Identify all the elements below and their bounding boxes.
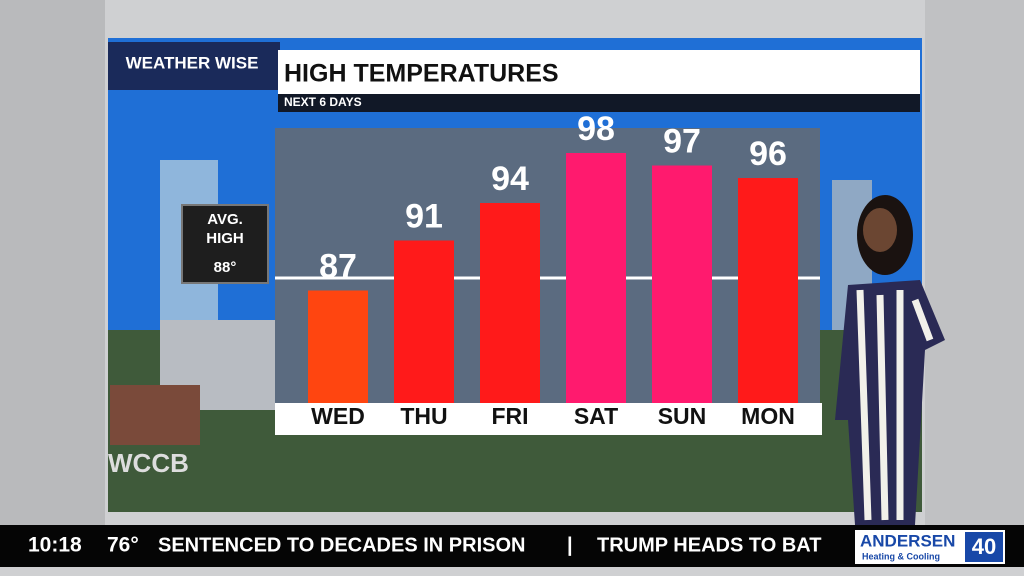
x-tick-label: SAT <box>574 403 618 429</box>
bar <box>394 240 454 403</box>
subtitle-bar <box>278 94 920 112</box>
x-tick-label: SUN <box>658 403 707 429</box>
ticker-temp: 76° <box>107 534 139 557</box>
x-tick-label: WED <box>311 403 365 429</box>
chart-title: HIGH TEMPERATURES <box>284 60 559 88</box>
x-tick-label: FRI <box>491 403 528 429</box>
x-tick-label: THU <box>400 403 447 429</box>
avg-label: AVG. HIGH <box>206 211 244 247</box>
wall-panel <box>0 0 105 525</box>
value-label: 97 <box>663 122 701 160</box>
value-label: 98 <box>577 110 615 148</box>
avg-value: 88° <box>214 259 237 276</box>
badge-bg <box>965 532 1003 562</box>
ticker-bar <box>0 525 1024 567</box>
chart-subtitle: NEXT 6 DAYS <box>284 95 362 109</box>
bar <box>738 178 798 403</box>
logo-bg <box>108 42 280 90</box>
wall-panel <box>925 0 1024 525</box>
headline: TRUMP HEADS TO BAT <box>597 534 821 556</box>
sponsor-sub: Heating & Cooling <box>862 551 940 561</box>
building <box>110 385 200 445</box>
value-label: 94 <box>491 160 529 198</box>
x-tick-label: MON <box>741 403 795 429</box>
value-label: 91 <box>405 197 443 235</box>
title-bar <box>278 50 920 94</box>
plot: 87 WED 91 THU 94 FRI 98 SAT 97 SUN 96 MON <box>275 110 820 429</box>
station-logo: WCCB <box>108 448 189 478</box>
bar <box>566 153 626 403</box>
ticker-time: 10:18 <box>28 534 82 557</box>
bar <box>652 165 712 403</box>
separator: | <box>567 534 573 556</box>
headline: SENTENCED TO DECADES IN PRISON <box>158 534 525 556</box>
avg-label-box: AVG. HIGH <box>206 211 244 247</box>
bar <box>480 203 540 403</box>
sponsor-badge: 40 <box>972 534 996 559</box>
avg-box <box>181 204 269 284</box>
value-label: 87 <box>319 247 357 285</box>
presenter <box>835 195 945 525</box>
show-logo: WEATHER WISE <box>126 53 259 72</box>
value-label: 96 <box>749 135 787 173</box>
bar <box>308 290 368 403</box>
category-strip <box>275 403 822 435</box>
sponsor: ANDERSEN <box>860 531 955 550</box>
